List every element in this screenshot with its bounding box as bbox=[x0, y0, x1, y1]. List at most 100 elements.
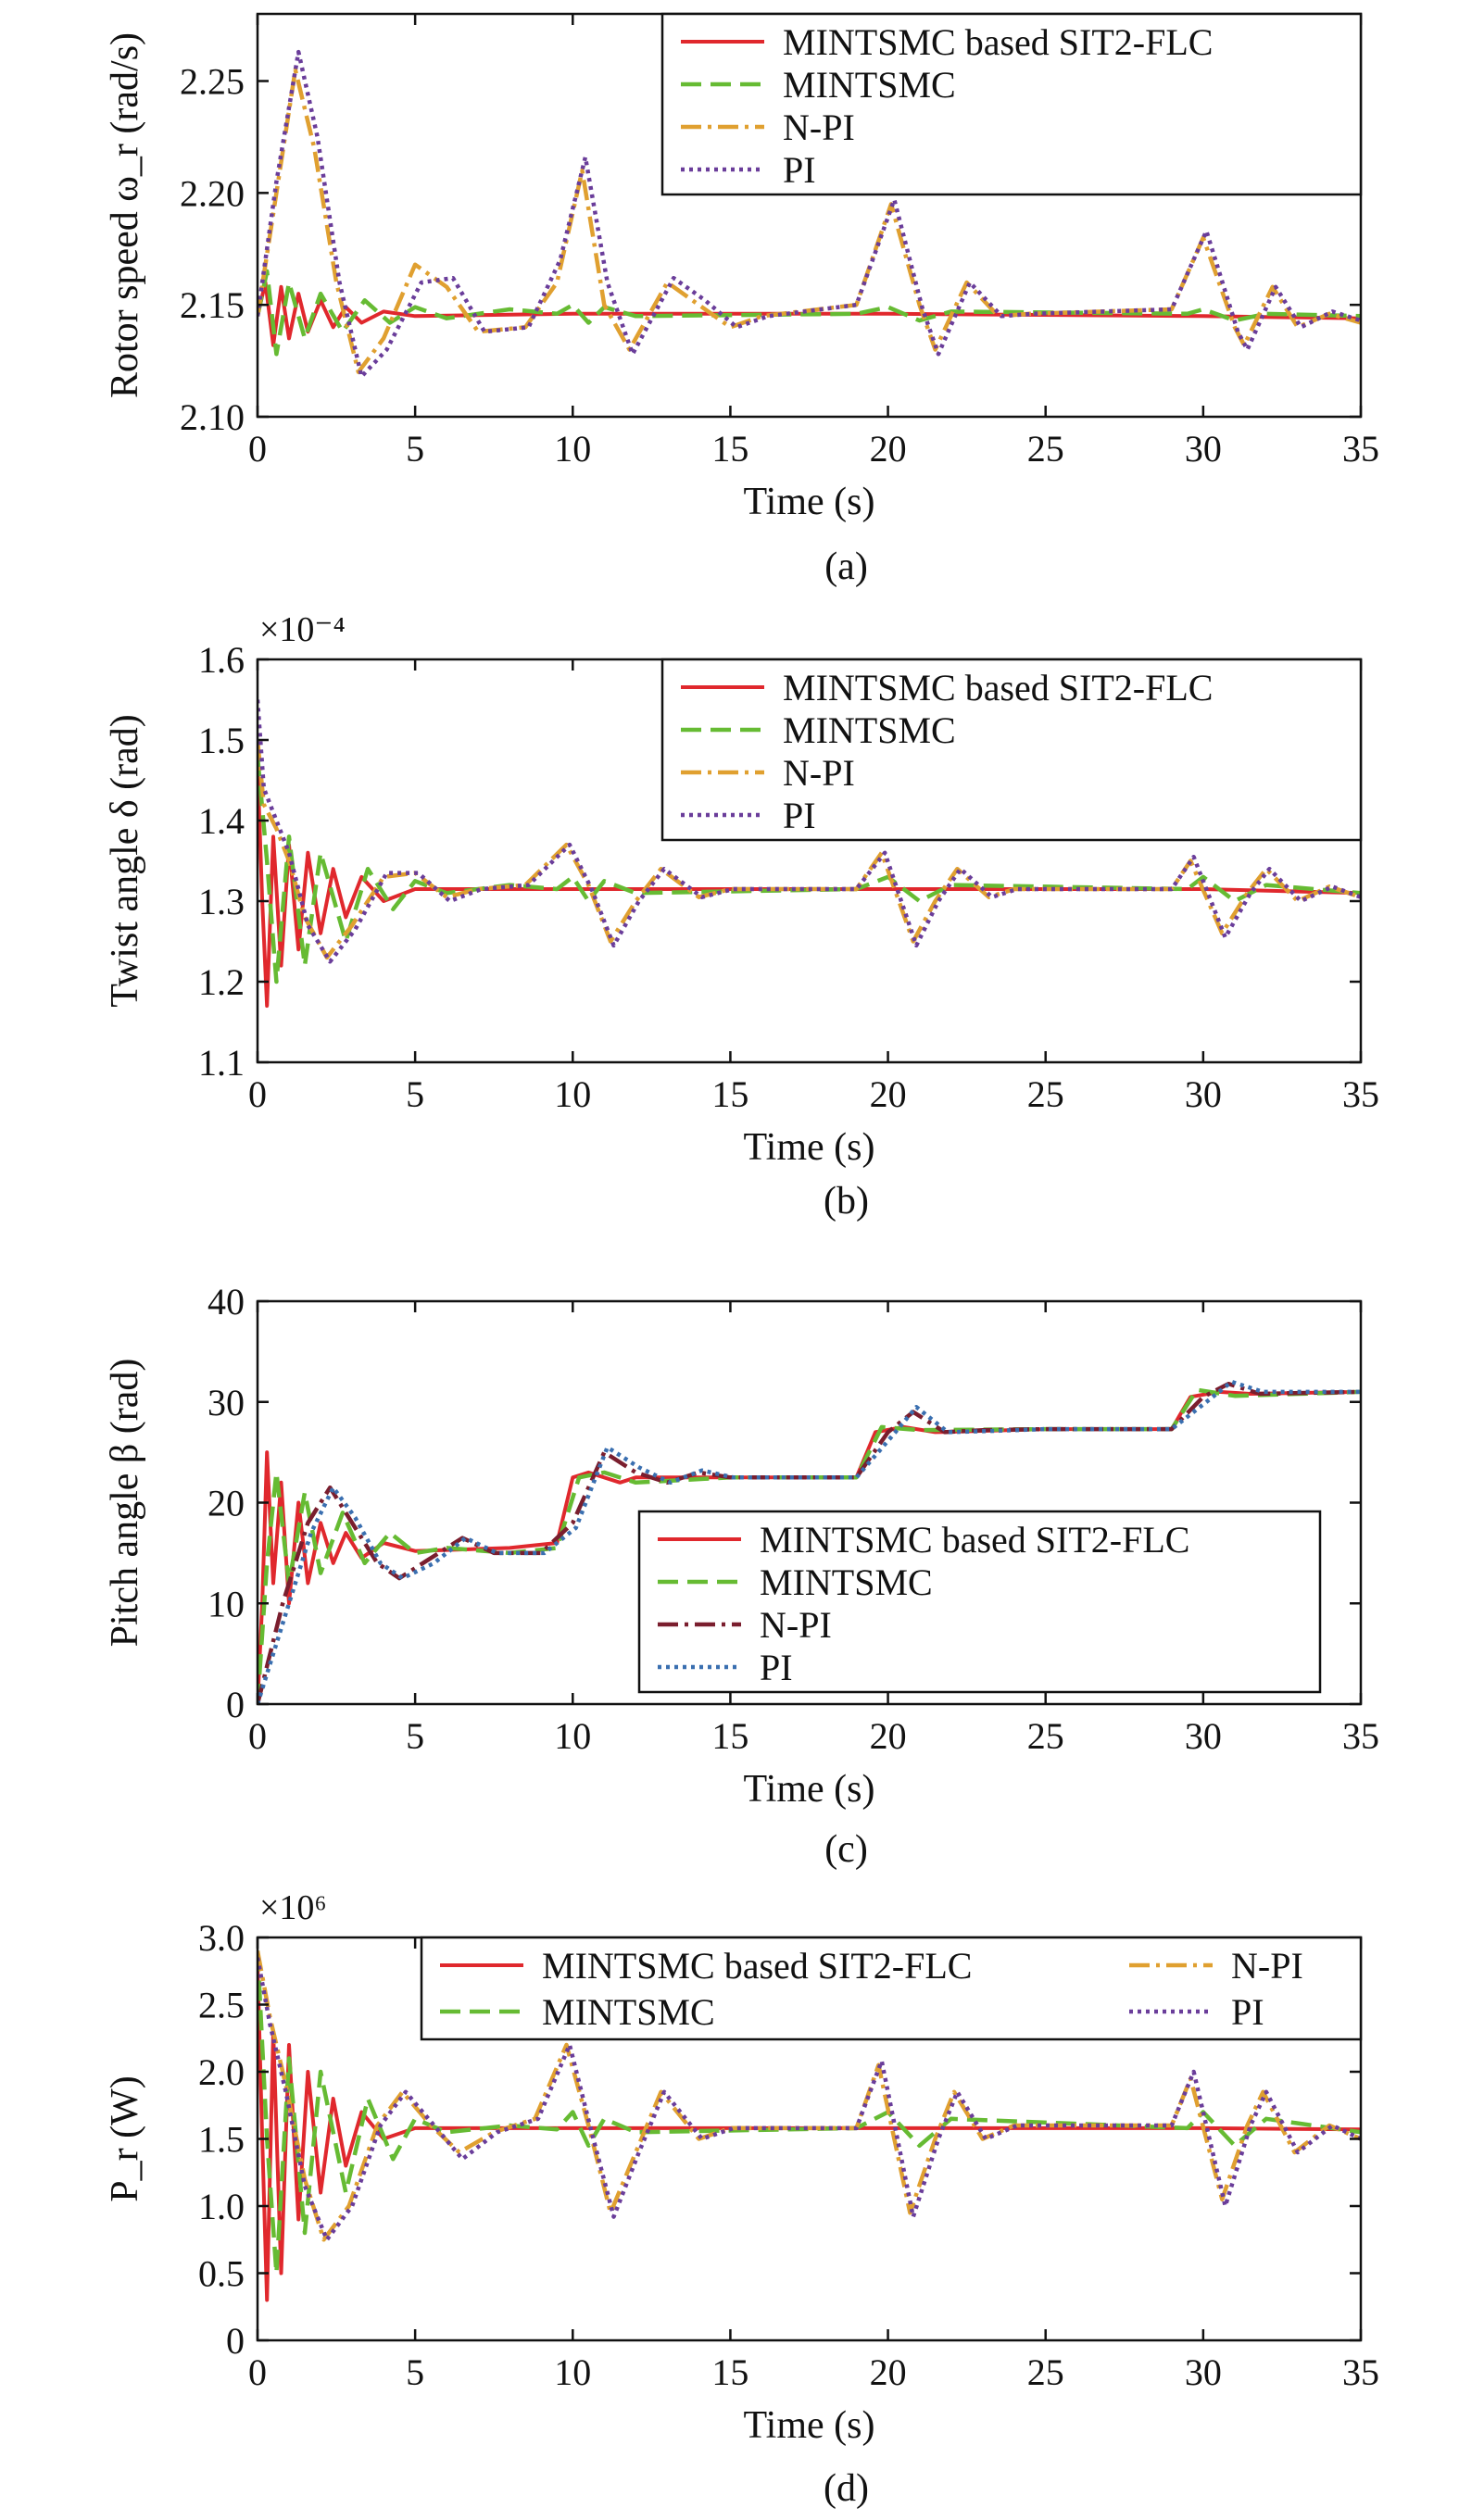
x-tick-label: 30 bbox=[1185, 428, 1222, 470]
y-tick-label: 10 bbox=[208, 1583, 245, 1624]
x-tick-label: 20 bbox=[870, 1715, 907, 1757]
y-tick-label: 3.0 bbox=[198, 1917, 245, 1959]
legend-box bbox=[637, 1510, 1322, 1694]
y-tick-label: 2.15 bbox=[180, 284, 245, 326]
legend-label: N-PI bbox=[1231, 1945, 1303, 1987]
chart-panel-2: 0 5 10 15 20 25 30 35 1.1 1.2 1.3 1.4 1.5 1.6 ×10⁻⁴ Tim… bbox=[104, 610, 1379, 1222]
y-tick-label: 1.5 bbox=[198, 720, 245, 761]
legend-label: N-PI bbox=[783, 107, 855, 148]
series-line-2 bbox=[258, 269, 1361, 357]
y-axis-label: Rotor speed ω_r (rad/s) bbox=[104, 32, 146, 398]
x-tick-label: 35 bbox=[1342, 1073, 1379, 1115]
y-tick-label: 1.1 bbox=[198, 1042, 245, 1084]
y-tick-label: 1.4 bbox=[198, 800, 245, 842]
y-axis-label: P_r (W) bbox=[104, 2075, 146, 2201]
x-tick-label: 5 bbox=[406, 1715, 424, 1757]
series-line-1 bbox=[258, 281, 1361, 347]
y-tick-label: 1.6 bbox=[198, 639, 245, 681]
x-axis-label: Time (s) bbox=[744, 1768, 875, 1811]
y-tick-label: 1.3 bbox=[198, 881, 245, 922]
y-tick-label: 20 bbox=[208, 1483, 245, 1524]
x-tick-label: 20 bbox=[870, 1073, 907, 1115]
y-tick-label: 30 bbox=[208, 1382, 245, 1423]
panel-caption: (c) bbox=[824, 1828, 868, 1871]
x-tick-label: 15 bbox=[711, 1715, 748, 1757]
legend-box bbox=[420, 1936, 1363, 2041]
x-tick-label: 30 bbox=[1185, 1715, 1222, 1757]
x-tick-label: 5 bbox=[406, 1073, 424, 1115]
x-tick-label: 10 bbox=[554, 1715, 591, 1757]
legend-label: N-PI bbox=[783, 752, 855, 794]
x-tick-label: 20 bbox=[870, 428, 907, 470]
x-tick-label: 30 bbox=[1185, 1073, 1222, 1115]
x-axis-label: Time (s) bbox=[744, 481, 875, 523]
y-tick-label: 1.2 bbox=[198, 961, 245, 1003]
legend-label: MINTSMC based SIT2-FLC bbox=[760, 1519, 1189, 1561]
x-tick-label: 10 bbox=[554, 428, 591, 470]
x-tick-label: 0 bbox=[248, 1715, 267, 1757]
legend-box bbox=[660, 658, 1363, 842]
series-line-3 bbox=[258, 68, 1361, 374]
x-tick-label: 0 bbox=[248, 2351, 267, 2393]
series-line-4 bbox=[258, 1957, 1361, 2242]
x-tick-label: 35 bbox=[1342, 1715, 1379, 1757]
axis-multiplier: ×10⁻⁴ bbox=[259, 610, 346, 649]
legend-label: MINTSMC based SIT2-FLC bbox=[783, 667, 1213, 708]
x-tick-label: 15 bbox=[711, 428, 748, 470]
y-tick-label: 2.25 bbox=[180, 61, 245, 103]
legend-label: MINTSMC bbox=[760, 1561, 933, 1603]
x-tick-label: 20 bbox=[870, 2351, 907, 2393]
x-tick-label: 5 bbox=[406, 428, 424, 470]
chart-panel-1: 0 5 10 15 20 25 30 35 2.10 2.15 2.20 2.25 Time (s) Ro… bbox=[104, 12, 1379, 588]
x-tick-label: 10 bbox=[554, 2351, 591, 2393]
y-axis-label: Twist angle δ (rad) bbox=[104, 714, 146, 1008]
legend-label: MINTSMC based SIT2-FLC bbox=[542, 1945, 972, 1987]
x-tick-label: 15 bbox=[711, 2351, 748, 2393]
y-axis-label: Pitch angle β (rad) bbox=[104, 1359, 146, 1648]
y-tick-label: 0.5 bbox=[198, 2253, 245, 2295]
panel-caption: (a) bbox=[824, 545, 868, 588]
legend-box bbox=[660, 12, 1363, 196]
y-tick-label: 1.0 bbox=[198, 2186, 245, 2227]
legend-label: MINTSMC based SIT2-FLC bbox=[783, 21, 1213, 63]
series-line-2 bbox=[258, 756, 1361, 984]
legend-label: MINTSMC bbox=[783, 709, 956, 751]
series-line-2 bbox=[258, 1387, 1361, 1704]
axis-multiplier: ×10⁶ bbox=[259, 1888, 327, 1927]
y-tick-label: 1.5 bbox=[198, 2119, 245, 2161]
x-tick-label: 15 bbox=[711, 1073, 748, 1115]
x-tick-label: 25 bbox=[1027, 1073, 1064, 1115]
x-tick-label: 0 bbox=[248, 1073, 267, 1115]
legend-label: MINTSMC bbox=[783, 64, 956, 106]
series-line-4 bbox=[258, 49, 1361, 379]
series-line-4 bbox=[258, 699, 1361, 964]
x-tick-label: 35 bbox=[1342, 428, 1379, 470]
chart-panel-4: 0 5 10 15 20 25 30 35 0 0.5 1.0 1.5 2.0 2.5 3.0 ×10⁶ Tim… bbox=[104, 1888, 1379, 2510]
y-tick-label: 0 bbox=[226, 1684, 245, 1725]
chart-panel-3: 0 5 10 15 20 25 30 35 0 10 20 30 40 Time (s) Pitch ang… bbox=[104, 1281, 1379, 1871]
x-axis-label: Time (s) bbox=[744, 2404, 875, 2447]
x-tick-label: 0 bbox=[248, 428, 267, 470]
legend-label: PI bbox=[1231, 1991, 1264, 2033]
panel-caption: (d) bbox=[824, 2467, 869, 2510]
x-tick-label: 25 bbox=[1027, 2351, 1064, 2393]
y-tick-label: 40 bbox=[208, 1281, 245, 1323]
series-line-3 bbox=[258, 739, 1361, 960]
x-tick-label: 30 bbox=[1185, 2351, 1222, 2393]
x-tick-label: 25 bbox=[1027, 428, 1064, 470]
x-tick-label: 35 bbox=[1342, 2351, 1379, 2393]
x-tick-label: 10 bbox=[554, 1073, 591, 1115]
panel-caption: (b) bbox=[824, 1180, 869, 1222]
y-tick-label: 0 bbox=[226, 2320, 245, 2362]
y-tick-label: 2.5 bbox=[198, 1985, 245, 2026]
legend-label: N-PI bbox=[760, 1604, 832, 1646]
legend-label: PI bbox=[783, 149, 816, 191]
series-line-3 bbox=[258, 1381, 1361, 1704]
legend-label: PI bbox=[760, 1647, 793, 1688]
y-tick-label: 2.0 bbox=[198, 2051, 245, 2093]
series-line-3 bbox=[258, 1950, 1361, 2242]
legend-label: PI bbox=[783, 795, 816, 836]
